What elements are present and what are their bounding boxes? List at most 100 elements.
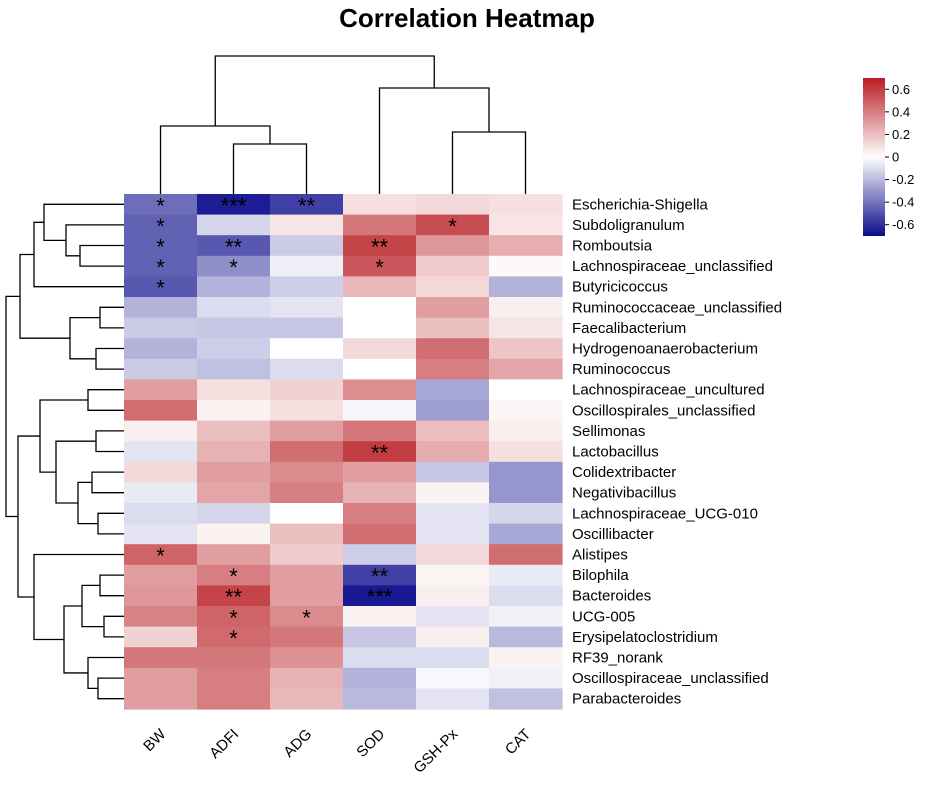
row-label: Escherichia-Shigella bbox=[572, 196, 709, 213]
row-label: Lachnospiraceae_UCG-010 bbox=[572, 505, 758, 522]
heatmap-cell bbox=[343, 606, 417, 628]
heatmap-cell bbox=[270, 482, 344, 504]
heatmap-cell bbox=[489, 667, 563, 689]
row-label: UCG-005 bbox=[572, 608, 635, 625]
column-dendrogram-branch bbox=[159, 125, 271, 194]
heatmap-cell bbox=[124, 400, 198, 422]
row-label: Romboutsia bbox=[572, 238, 653, 255]
heatmap-cell bbox=[124, 420, 198, 442]
heatmap-cell bbox=[197, 338, 271, 360]
heatmap-cell bbox=[416, 214, 490, 236]
heatmap-cell bbox=[343, 688, 417, 710]
chart-title: Correlation Heatmap bbox=[339, 3, 595, 33]
heatmap-cell bbox=[489, 585, 563, 607]
row-label: Alistipes bbox=[572, 547, 628, 564]
significance-marker: * bbox=[229, 564, 238, 589]
heatmap-cell bbox=[416, 503, 490, 525]
row-label: Oscillibacter bbox=[572, 526, 654, 543]
row-label: RF39_norank bbox=[572, 650, 663, 667]
legend-tick-label: 0.6 bbox=[892, 82, 910, 97]
row-dendrogram-branch bbox=[39, 399, 88, 473]
heatmap-cell bbox=[416, 667, 490, 689]
heatmap-cell bbox=[197, 647, 271, 669]
heatmap-cell bbox=[270, 647, 344, 669]
significance-marker: * bbox=[229, 255, 238, 280]
significance-marker: ** bbox=[371, 235, 389, 260]
heatmap-cell bbox=[270, 235, 344, 257]
row-label: Lactobacillus bbox=[572, 444, 659, 461]
heatmap-cell bbox=[270, 461, 344, 483]
heatmap-cell bbox=[489, 379, 563, 401]
heatmap-cell bbox=[489, 338, 563, 360]
heatmap-cell bbox=[197, 276, 271, 298]
heatmap-cell bbox=[197, 461, 271, 483]
column-label: BW bbox=[140, 725, 170, 755]
legend-color-bar bbox=[863, 78, 885, 236]
heatmap-cell bbox=[343, 379, 417, 401]
heatmap-cell bbox=[343, 503, 417, 525]
significance-marker: * bbox=[156, 214, 165, 239]
heatmap-cell bbox=[124, 688, 198, 710]
heatmap-cell bbox=[270, 214, 344, 236]
heatmap-cell bbox=[270, 544, 344, 566]
heatmap-cell bbox=[489, 297, 563, 319]
heatmap-cell bbox=[416, 544, 490, 566]
row-dendrogram-branch bbox=[55, 440, 96, 504]
heatmap-cell bbox=[343, 544, 417, 566]
row-dendrogram-branch bbox=[17, 435, 40, 598]
row-label: Ruminococcus bbox=[572, 361, 670, 378]
heatmap-cell bbox=[343, 523, 417, 545]
heatmap-cell bbox=[343, 420, 417, 442]
legend-tick-label: -0.2 bbox=[892, 172, 914, 187]
heatmap-cell bbox=[416, 235, 490, 257]
heatmap-cell bbox=[197, 606, 271, 628]
heatmap-cell bbox=[489, 420, 563, 442]
heatmap-cell bbox=[343, 400, 417, 422]
heatmap-cell bbox=[416, 379, 490, 401]
heatmap-cell bbox=[124, 358, 198, 380]
heatmap-cell bbox=[489, 688, 563, 710]
row-label: Butyricicoccus bbox=[572, 279, 668, 296]
heatmap-cell bbox=[270, 338, 344, 360]
heatmap-cell bbox=[416, 338, 490, 360]
heatmap-cell bbox=[416, 276, 490, 298]
heatmap-cell bbox=[197, 235, 271, 257]
row-dendrogram-branch bbox=[103, 615, 124, 638]
significance-marker: * bbox=[229, 626, 238, 651]
heatmap-cell bbox=[270, 503, 344, 525]
heatmap-cell bbox=[124, 647, 198, 669]
heatmap-cell bbox=[270, 585, 344, 607]
heatmap-cell bbox=[197, 482, 271, 504]
heatmap-cell bbox=[343, 647, 417, 669]
column-label: ADG bbox=[280, 726, 315, 761]
heatmap-cell bbox=[489, 606, 563, 628]
row-dendrogram-branch bbox=[99, 306, 124, 329]
heatmap-cell bbox=[197, 379, 271, 401]
row-dendrogram-branch bbox=[5, 295, 20, 518]
heatmap-cell bbox=[489, 482, 563, 504]
row-label: Oscillospiraceae_unclassified bbox=[572, 670, 769, 687]
heatmap-cell bbox=[124, 606, 198, 628]
heatmap-cell bbox=[124, 503, 198, 525]
heatmap-cell bbox=[197, 297, 271, 319]
significance-markers: * *** *** ** ** *** * ****** **** **** ** bbox=[156, 193, 457, 651]
significance-marker: ** bbox=[298, 193, 316, 218]
heatmap-cell bbox=[197, 441, 271, 463]
heatmap-cell bbox=[270, 297, 344, 319]
row-dendrogram-branch bbox=[81, 584, 104, 628]
heatmap-cell bbox=[489, 400, 563, 422]
heatmap-cell bbox=[489, 255, 563, 277]
row-dendrogram-branch bbox=[77, 481, 98, 525]
heatmap-cell bbox=[124, 297, 198, 319]
heatmap-cell bbox=[197, 585, 271, 607]
column-dendrogram-branch bbox=[451, 131, 527, 194]
row-dendrogram-branch bbox=[91, 471, 124, 494]
column-label: SOD bbox=[353, 726, 388, 761]
heatmap-cell bbox=[416, 688, 490, 710]
heatmap-cell bbox=[197, 626, 271, 648]
significance-marker: ** bbox=[371, 441, 389, 466]
significance-marker: ** bbox=[225, 235, 243, 260]
row-dendrogram-branch bbox=[97, 512, 124, 535]
heatmap-cell bbox=[416, 482, 490, 504]
